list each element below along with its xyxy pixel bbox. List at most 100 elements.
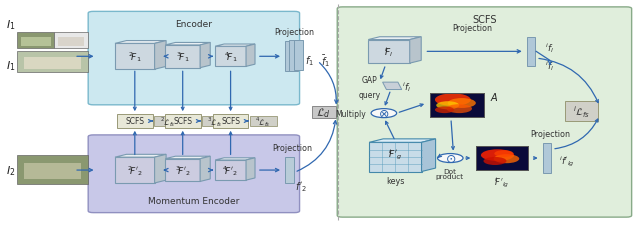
- Polygon shape: [215, 47, 246, 67]
- Polygon shape: [369, 143, 422, 172]
- Text: $^4\mathcal{L}_{fs}$: $^4\mathcal{L}_{fs}$: [255, 115, 271, 128]
- Polygon shape: [200, 43, 210, 68]
- Bar: [24, 58, 81, 69]
- Text: SCFS: SCFS: [221, 117, 240, 126]
- Text: $I_1$: $I_1$: [6, 18, 15, 32]
- Bar: [294, 40, 303, 71]
- Bar: [285, 42, 294, 72]
- Text: $\bar{f}_1$: $\bar{f}_1$: [321, 52, 330, 68]
- Polygon shape: [368, 38, 421, 40]
- Bar: [250, 117, 276, 126]
- Bar: [476, 146, 528, 171]
- FancyBboxPatch shape: [165, 115, 200, 128]
- Circle shape: [371, 109, 397, 118]
- Text: product: product: [436, 173, 464, 179]
- Polygon shape: [410, 38, 421, 64]
- Polygon shape: [383, 83, 402, 90]
- Text: $^if_l$: $^if_l$: [545, 59, 554, 72]
- Bar: [17, 52, 88, 72]
- Text: $A$: $A$: [490, 90, 498, 102]
- Polygon shape: [368, 40, 410, 64]
- Bar: [430, 94, 484, 117]
- Bar: [312, 106, 336, 119]
- Text: $^2\!F'_2$: $^2\!F'_2$: [127, 163, 143, 177]
- Polygon shape: [422, 139, 436, 172]
- Bar: [54, 33, 88, 49]
- Polygon shape: [215, 45, 255, 47]
- Text: SCFS: SCFS: [173, 117, 192, 126]
- Polygon shape: [215, 160, 246, 180]
- Text: Projection: Projection: [452, 24, 493, 33]
- Bar: [17, 155, 88, 184]
- Text: $^3\mathcal{L}_{fs}$: $^3\mathcal{L}_{fs}$: [207, 115, 223, 128]
- Text: $^if_l$: $^if_l$: [403, 80, 412, 94]
- Circle shape: [438, 154, 463, 163]
- Bar: [527, 38, 535, 67]
- Polygon shape: [165, 159, 200, 182]
- Text: $f_1$: $f_1$: [305, 54, 314, 67]
- Text: Momentum Encoder: Momentum Encoder: [148, 196, 239, 205]
- Polygon shape: [115, 155, 166, 158]
- Text: $^if_l$: $^if_l$: [545, 41, 554, 55]
- Text: keys: keys: [386, 176, 404, 185]
- Text: $\mathcal{L}_d$: $\mathcal{L}_d$: [316, 106, 332, 119]
- Circle shape: [493, 155, 519, 164]
- Polygon shape: [165, 46, 200, 68]
- Circle shape: [436, 102, 460, 110]
- Text: $^4\!F_1$: $^4\!F_1$: [224, 50, 237, 64]
- Text: query: query: [359, 90, 381, 99]
- Text: Dot: Dot: [443, 168, 456, 174]
- FancyBboxPatch shape: [337, 8, 632, 217]
- Circle shape: [435, 94, 470, 106]
- Bar: [289, 41, 298, 71]
- Circle shape: [448, 99, 476, 108]
- Bar: [285, 158, 294, 183]
- Bar: [543, 144, 551, 173]
- Text: $^2\mathcal{L}_{fs}$: $^2\mathcal{L}_{fs}$: [159, 115, 175, 128]
- Text: Multiply: Multiply: [335, 109, 366, 118]
- Text: $\otimes$: $\otimes$: [378, 107, 390, 120]
- Polygon shape: [165, 157, 210, 159]
- Polygon shape: [115, 41, 166, 44]
- Text: Projection: Projection: [530, 129, 570, 138]
- FancyBboxPatch shape: [117, 115, 153, 128]
- Bar: [565, 101, 598, 122]
- Text: $^4\!F'_2$: $^4\!F'_2$: [223, 163, 239, 177]
- Bar: [430, 94, 484, 117]
- Circle shape: [483, 157, 506, 165]
- Text: Projection: Projection: [275, 28, 314, 37]
- Bar: [24, 164, 81, 180]
- FancyBboxPatch shape: [88, 12, 300, 105]
- Text: $^i\mathcal{L}_{fs}$: $^i\mathcal{L}_{fs}$: [573, 104, 590, 119]
- Circle shape: [494, 151, 513, 157]
- Text: $I_1$: $I_1$: [6, 59, 15, 72]
- Text: SCFS: SCFS: [125, 117, 144, 126]
- Text: Projection: Projection: [273, 144, 312, 152]
- FancyBboxPatch shape: [88, 135, 300, 213]
- Bar: [202, 117, 228, 126]
- Text: SCFS: SCFS: [472, 15, 497, 25]
- Text: $f'_2$: $f'_2$: [295, 179, 307, 193]
- Polygon shape: [155, 41, 166, 70]
- Polygon shape: [115, 158, 155, 183]
- Circle shape: [435, 107, 454, 114]
- Text: $\odot$: $\odot$: [445, 152, 456, 165]
- Circle shape: [447, 105, 472, 114]
- Text: GAP: GAP: [362, 76, 378, 85]
- Polygon shape: [200, 157, 210, 182]
- Text: $^2\!F_1$: $^2\!F_1$: [128, 50, 141, 64]
- Text: $^3\!F_1$: $^3\!F_1$: [176, 50, 189, 64]
- Text: $^i\!F_l$: $^i\!F_l$: [384, 45, 394, 59]
- Bar: [154, 117, 180, 126]
- Bar: [58, 38, 84, 46]
- Bar: [476, 146, 528, 171]
- Polygon shape: [155, 155, 166, 183]
- Circle shape: [481, 150, 514, 161]
- Text: $I_2$: $I_2$: [6, 164, 15, 178]
- Polygon shape: [165, 43, 210, 46]
- Polygon shape: [246, 158, 255, 180]
- Text: $^if'_{lg}$: $^if'_{lg}$: [559, 153, 575, 168]
- Bar: [17, 33, 54, 49]
- Text: $^3\!F'_2$: $^3\!F'_2$: [175, 163, 191, 177]
- Polygon shape: [369, 139, 436, 143]
